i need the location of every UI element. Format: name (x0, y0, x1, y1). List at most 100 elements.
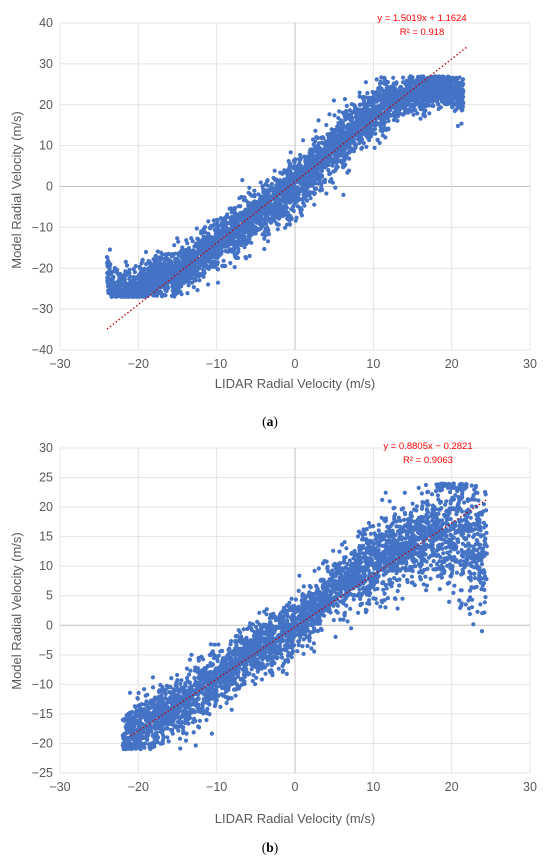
data-point (183, 275, 188, 280)
data-point (243, 198, 248, 203)
data-point (180, 259, 185, 264)
data-point (138, 293, 143, 298)
data-point (134, 282, 139, 287)
data-point (139, 261, 144, 266)
data-point (269, 181, 274, 187)
data-point (291, 208, 296, 213)
data-point (221, 263, 226, 268)
data-point (189, 275, 194, 280)
data-point (455, 123, 460, 129)
data-point (482, 600, 487, 605)
data-point (358, 130, 363, 135)
data-point (372, 105, 377, 110)
data-point (116, 285, 121, 290)
panel-label-a: (a) (262, 414, 278, 429)
data-point (332, 113, 337, 118)
data-point (440, 97, 445, 102)
data-point (367, 113, 372, 118)
data-point (372, 92, 377, 97)
data-point (154, 266, 159, 271)
data-points-a (104, 74, 466, 299)
data-point (331, 169, 336, 174)
data-point (345, 115, 350, 120)
data-point (437, 83, 442, 88)
data-point (354, 118, 359, 123)
data-point (150, 272, 155, 277)
data-point (450, 85, 455, 90)
data-point (125, 263, 130, 268)
data-point (109, 290, 114, 295)
data-point (398, 101, 403, 106)
data-point (230, 231, 235, 236)
data-point (302, 187, 307, 192)
data-point (190, 239, 195, 244)
data-point (342, 158, 347, 163)
data-point (294, 196, 299, 201)
data-point (218, 244, 223, 249)
data-point (401, 80, 406, 85)
data-point (272, 168, 277, 173)
data-point (274, 207, 279, 212)
data-point (375, 137, 380, 142)
data-point (397, 583, 402, 588)
data-point (344, 546, 349, 551)
data-point (422, 80, 427, 86)
data-point (276, 202, 281, 207)
data-point (255, 200, 261, 205)
y-tick-label: 40 (39, 16, 53, 30)
data-point (175, 236, 180, 241)
data-point (391, 75, 396, 80)
data-point (160, 252, 165, 257)
data-point (197, 278, 202, 283)
data-point (357, 114, 362, 119)
data-point (181, 281, 186, 286)
data-point (330, 159, 335, 164)
data-point (361, 99, 367, 104)
data-point (379, 101, 384, 106)
data-point (293, 173, 298, 178)
data-point (115, 293, 120, 299)
data-point (241, 232, 246, 237)
data-point (445, 102, 450, 107)
data-point (251, 224, 256, 229)
data-point (234, 213, 239, 218)
data-point (274, 183, 279, 188)
data-point (123, 269, 128, 274)
data-point (288, 150, 293, 155)
data-point (246, 236, 251, 241)
data-point (408, 104, 414, 109)
data-point (112, 283, 117, 288)
data-point (206, 282, 211, 287)
data-point (308, 179, 313, 184)
data-point (440, 74, 445, 79)
data-point (193, 743, 198, 748)
data-point (389, 100, 394, 105)
data-point (158, 273, 163, 278)
data-point (305, 162, 310, 168)
data-point (337, 139, 342, 145)
data-point (221, 240, 226, 245)
data-point (335, 164, 340, 170)
data-point (305, 155, 310, 160)
data-point (354, 122, 359, 127)
data-point (357, 107, 362, 112)
data-point (114, 268, 119, 273)
data-point (408, 109, 413, 114)
data-point (239, 194, 244, 200)
data-point (216, 223, 221, 228)
data-point (428, 576, 433, 581)
data-point (191, 285, 196, 290)
data-point (260, 232, 265, 237)
data-point (368, 102, 373, 107)
data-point (333, 135, 338, 140)
data-point (301, 200, 306, 206)
data-point (459, 121, 464, 126)
data-point (166, 273, 171, 278)
data-point (146, 287, 151, 292)
data-point (458, 83, 463, 88)
data-point (421, 112, 426, 117)
data-point (378, 128, 383, 133)
data-point (136, 276, 141, 281)
